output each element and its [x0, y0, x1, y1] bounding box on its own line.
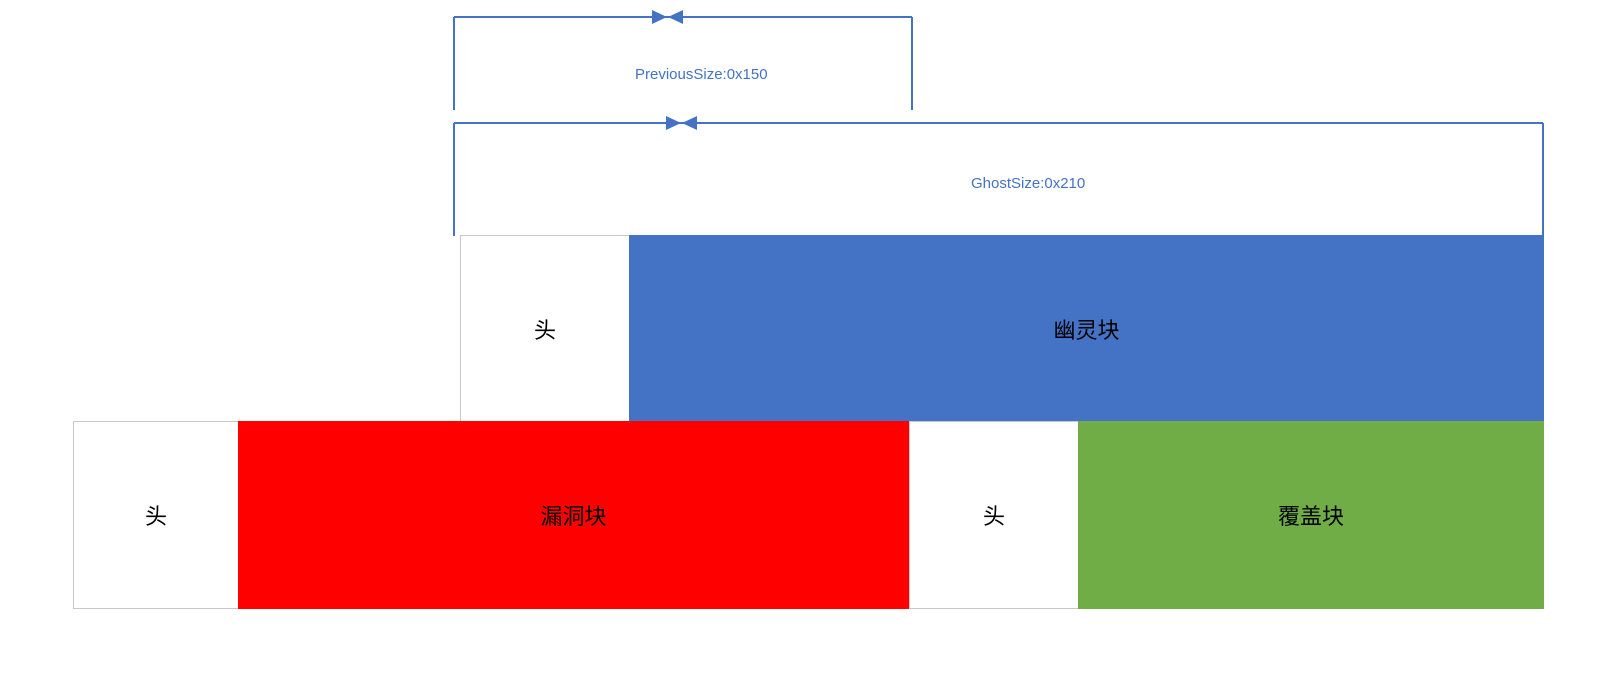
leak-chunk-header-label: 头	[144, 505, 167, 530]
ghost-chunk: 幽灵块	[629, 235, 1544, 422]
ghost-size-arrow-right	[666, 116, 681, 130]
previous-size-label: PreviousSize:0x150	[635, 66, 768, 83]
previous-size-bracket	[453, 10, 913, 110]
cover-chunk-label: 覆盖块	[1277, 505, 1344, 530]
ghost-size-arrow-left	[682, 116, 697, 130]
leak-chunk-label: 漏洞块	[540, 505, 607, 530]
ghost-size-label: GhostSize:0x210	[971, 175, 1086, 192]
previous-size-arrow-right	[652, 10, 667, 24]
cover-chunk-header: 头	[909, 421, 1079, 609]
cover-chunk-header-label: 头	[982, 505, 1005, 530]
leak-chunk-header: 头	[73, 421, 239, 609]
leak-chunk: 漏洞块	[238, 421, 909, 609]
ghost-chunk-label: 幽灵块	[1053, 318, 1120, 344]
previous-size-arrow-left	[668, 10, 683, 24]
ghost-chunk-header: 头	[460, 235, 630, 422]
ghost-size-bracket	[453, 116, 1544, 236]
cover-chunk: 覆盖块	[1078, 421, 1544, 609]
ghost-chunk-header-label: 头	[533, 318, 556, 344]
